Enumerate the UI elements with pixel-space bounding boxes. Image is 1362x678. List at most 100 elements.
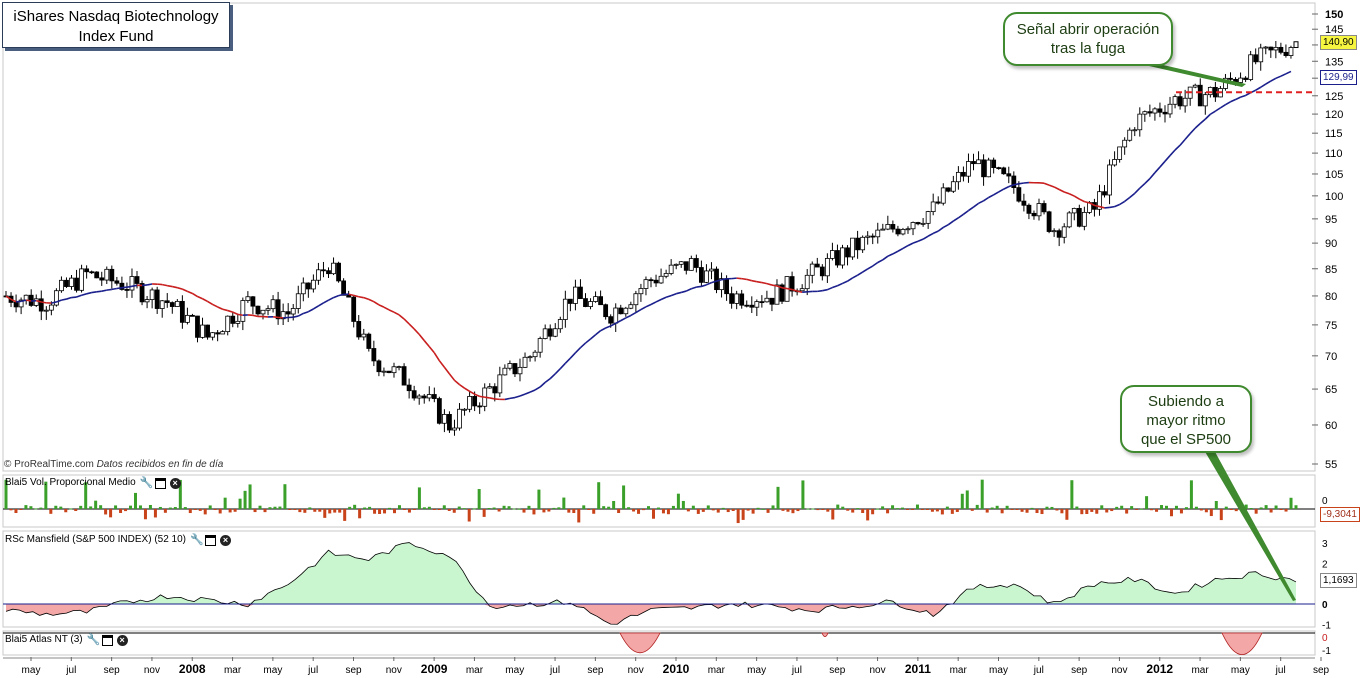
volume-bar bbox=[467, 509, 471, 522]
volume-bar bbox=[656, 507, 660, 509]
volume-bar bbox=[432, 509, 436, 510]
candle-body bbox=[512, 363, 518, 375]
candle-body bbox=[986, 159, 992, 178]
x-tick-label: jul bbox=[549, 665, 560, 676]
moving-average-segment bbox=[544, 377, 551, 384]
volume-bar bbox=[1015, 509, 1019, 510]
candle-body bbox=[719, 278, 724, 291]
moving-average-segment bbox=[338, 293, 344, 297]
candle-body bbox=[668, 264, 674, 274]
close-icon[interactable]: × bbox=[220, 534, 232, 546]
volume-bar bbox=[1070, 480, 1074, 509]
candle-body bbox=[799, 288, 805, 292]
candle-body bbox=[603, 304, 609, 318]
candle-body bbox=[129, 276, 135, 291]
close-icon[interactable]: × bbox=[169, 477, 181, 489]
moving-average-segment bbox=[408, 323, 415, 330]
volume-bar bbox=[806, 508, 810, 510]
volume-bar bbox=[29, 506, 33, 509]
wrench-icon[interactable]: 🔧 bbox=[139, 476, 154, 489]
rsc-panel-frame bbox=[2, 530, 1316, 628]
candle-body bbox=[840, 247, 845, 266]
volume-bar bbox=[786, 509, 790, 512]
close-icon[interactable]: × bbox=[116, 634, 128, 646]
moving-average-segment bbox=[116, 286, 123, 290]
candle-body bbox=[179, 300, 185, 323]
candle-body bbox=[1127, 129, 1133, 141]
volume-panel-title: Blai5 Vol. Proporcional Medio bbox=[5, 477, 136, 488]
wrench-icon[interactable]: 🔧 bbox=[190, 533, 204, 546]
moving-average-segment bbox=[630, 311, 637, 317]
rising-callout-line-2: mayor ritmo bbox=[1146, 412, 1226, 429]
rsc-tick-label: 2 bbox=[1322, 559, 1328, 570]
moving-average-segment bbox=[529, 389, 536, 393]
volume-bar bbox=[168, 507, 172, 509]
candle-body bbox=[875, 229, 881, 238]
volume-bar bbox=[278, 506, 282, 509]
moving-average-segment bbox=[1058, 188, 1065, 193]
volume-bar bbox=[1219, 509, 1223, 521]
moving-average-segment bbox=[610, 322, 617, 327]
volume-bar bbox=[637, 509, 641, 514]
moving-average-segment bbox=[1109, 205, 1115, 209]
x-tick-label: sep bbox=[587, 665, 604, 676]
volume-bar bbox=[1085, 509, 1089, 514]
candle-body bbox=[991, 159, 997, 169]
volume-bar bbox=[686, 509, 690, 512]
moving-average-segment bbox=[736, 277, 742, 280]
candle-body bbox=[174, 300, 180, 307]
volume-bar bbox=[153, 509, 157, 518]
moving-average-segment bbox=[1159, 160, 1166, 168]
moving-average-segment bbox=[1189, 127, 1196, 135]
wrench-icon[interactable]: 🔧 bbox=[86, 633, 101, 646]
moving-average-segment bbox=[620, 317, 627, 322]
x-tick-label: jul bbox=[1033, 665, 1044, 676]
candle-body bbox=[497, 374, 503, 394]
volume-bar bbox=[1269, 509, 1273, 513]
volume-bar bbox=[198, 509, 202, 511]
volume-bar bbox=[258, 505, 262, 509]
moving-average-segment bbox=[323, 299, 329, 304]
volume-bar bbox=[816, 509, 820, 511]
window-icon[interactable] bbox=[205, 534, 217, 546]
y-tick-label: 150 bbox=[1325, 9, 1343, 21]
rsc-tick-label: -1 bbox=[1322, 620, 1331, 631]
moving-average-segment bbox=[584, 338, 592, 344]
candle-body bbox=[950, 181, 956, 192]
candle-body bbox=[205, 324, 210, 338]
volume-bar bbox=[811, 508, 815, 510]
candle-body bbox=[1142, 111, 1148, 115]
moving-average-segment bbox=[172, 285, 178, 289]
volume-bar bbox=[388, 507, 392, 509]
volume-bar bbox=[487, 508, 491, 510]
volume-bar bbox=[417, 487, 421, 509]
moving-average-segment bbox=[786, 287, 793, 291]
volume-bar bbox=[383, 509, 387, 514]
candle-body bbox=[421, 395, 427, 399]
window-icon[interactable] bbox=[101, 634, 113, 646]
moving-average-segment bbox=[746, 278, 752, 282]
x-tick-label: 2008 bbox=[179, 662, 206, 676]
volume-bar bbox=[661, 509, 665, 514]
moving-average-segment bbox=[1099, 205, 1105, 209]
moving-average-segment bbox=[932, 230, 939, 235]
candle-body bbox=[507, 363, 513, 369]
candle-body bbox=[1051, 230, 1057, 233]
candle-body bbox=[250, 296, 256, 307]
volume-value-tag: -9,3041 bbox=[1320, 507, 1360, 522]
candle-body bbox=[522, 356, 528, 368]
volume-bar bbox=[930, 509, 934, 512]
candle-body bbox=[331, 262, 336, 275]
moving-average-segment bbox=[1124, 196, 1131, 203]
moving-average-segment bbox=[756, 280, 762, 284]
volume-bar bbox=[896, 508, 900, 510]
moving-average-segment bbox=[574, 347, 582, 354]
window-icon[interactable] bbox=[154, 477, 166, 489]
candle-body bbox=[290, 308, 296, 315]
moving-average-segment bbox=[554, 368, 561, 375]
volume-bar bbox=[826, 509, 830, 512]
moving-average-segment bbox=[706, 281, 712, 286]
volume-bar bbox=[343, 509, 347, 521]
moving-average-segment bbox=[318, 302, 324, 307]
moving-average-segment bbox=[751, 279, 757, 283]
